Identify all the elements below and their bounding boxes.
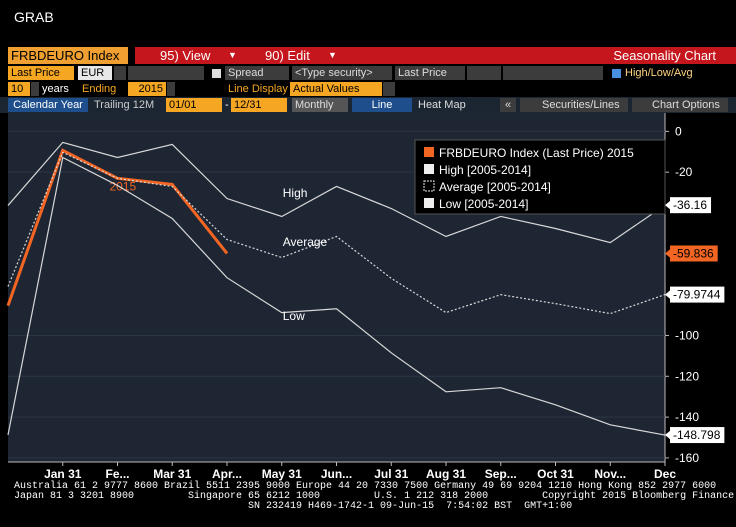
last-value-label: -36.16: [673, 198, 707, 212]
display-value[interactable]: Actual Values: [290, 82, 382, 96]
y-tick-label: 0: [675, 124, 682, 138]
chart: 0 -20 -100 -120 -140 -160 Jan 31 Fe... Mar 31 Apr…: [6, 113, 736, 481]
empty-field[interactable]: [128, 66, 204, 80]
x-tick-label: Apr...: [212, 467, 242, 481]
to-date[interactable]: 12/31: [231, 98, 287, 112]
dropdown[interactable]: [114, 66, 126, 80]
last-value-box: [670, 245, 718, 262]
y-tick-label: -120: [675, 369, 699, 383]
spinner[interactable]: [167, 82, 175, 96]
empty-field[interactable]: [503, 66, 603, 80]
high-low-avg[interactable]: High/Low/Avg: [625, 67, 693, 79]
x-tick-label: Jun...: [321, 467, 352, 481]
legend-label: FRBDEURO Index (Last Price) 2015: [439, 146, 634, 160]
series-line: [7, 141, 666, 244]
x-tick-label: May 31: [262, 467, 302, 481]
view-menu[interactable]: 95) View: [160, 48, 211, 63]
series-line: [7, 151, 666, 315]
y-tick-label: -140: [675, 410, 699, 424]
ending-input[interactable]: 2015: [128, 82, 166, 96]
x-tick-label: Aug 31: [426, 467, 466, 481]
last-value-box: [670, 197, 712, 214]
securities-lines[interactable]: Securities/Lines: [520, 98, 628, 112]
last-value-label: -148.798: [673, 428, 721, 442]
series-label: 2015: [110, 179, 137, 193]
menu-bar: [135, 47, 736, 64]
function-name: Seasonality Chart: [613, 48, 716, 63]
y-tick-label: -100: [675, 328, 699, 342]
last-value-tag: -59.836: [665, 245, 718, 262]
line-tab[interactable]: Line: [352, 98, 412, 112]
series-label: High: [283, 186, 308, 200]
legend-swatch: [424, 147, 434, 157]
heatmap-tab[interactable]: Heat Map: [418, 99, 466, 111]
y-tick-label: -20: [675, 165, 693, 179]
empty-field[interactable]: [467, 66, 501, 80]
x-tick-label: Sep...: [485, 467, 517, 481]
from-date[interactable]: 01/01: [166, 98, 222, 112]
legend-label: Low [2005-2014]: [439, 197, 528, 211]
last-value-pointer: [665, 289, 671, 300]
last-value-pointer: [665, 248, 671, 259]
checkbox[interactable]: [212, 69, 221, 78]
dropdown-arrow[interactable]: ▼: [328, 50, 337, 60]
last-value-pointer: [665, 430, 671, 441]
x-tick-label: Mar 31: [153, 467, 191, 481]
series-label: Average: [283, 235, 328, 249]
last-value-tag: -148.798: [665, 427, 725, 444]
footer-line: Japan 81 3 3201 8900 Singapore 65 6212 1…: [14, 491, 736, 502]
ending-label: Ending: [82, 83, 117, 95]
last-value-tag: -36.16: [665, 197, 712, 214]
years-input[interactable]: 10: [8, 82, 30, 96]
x-tick-label: Dec: [654, 467, 676, 481]
edit-menu[interactable]: 90) Edit: [265, 48, 310, 63]
legend-box: [414, 139, 666, 215]
y-tick-label: -160: [675, 451, 699, 465]
last-value-label: -59.836: [673, 246, 714, 260]
date-dash: -: [225, 99, 229, 111]
line-display-label: Line Display: [228, 83, 288, 95]
x-tick-label: Jan 31: [44, 467, 82, 481]
last-value-label: -79.9744: [673, 288, 721, 302]
last-value-box: [670, 427, 725, 444]
legend-swatch: [424, 198, 434, 208]
last-value-pointer: [665, 200, 671, 211]
calendar-year[interactable]: Calendar Year: [8, 98, 88, 112]
footer-line: Australia 61 2 9777 8600 Brazil 5511 239…: [14, 481, 717, 492]
spread[interactable]: Spread: [225, 66, 289, 80]
period[interactable]: Monthly: [292, 98, 348, 112]
series-label: Low: [283, 309, 305, 323]
field[interactable]: Last Price: [8, 66, 74, 80]
chart-options[interactable]: Chart Options: [632, 98, 728, 112]
ticker[interactable]: FRBDEURO Index: [8, 47, 128, 64]
x-tick-label: Nov...: [594, 467, 626, 481]
x-tick-label: Jul 31: [374, 467, 408, 481]
spinner[interactable]: [31, 82, 39, 96]
footer-line: SN 232419 H469-1742-1 09-Jun-15 7:54:02 …: [14, 501, 573, 512]
series-line: [7, 156, 666, 436]
last-value-tag: -79.9744: [665, 286, 725, 303]
trailing[interactable]: Trailing 12M: [94, 99, 155, 111]
legend-swatch: [424, 164, 434, 174]
last-value-box: [670, 286, 725, 303]
legend: FRBDEURO Index (Last Price) 2015 High [20…: [414, 139, 666, 215]
x-tick-label: Fe...: [105, 467, 129, 481]
window-title: GRAB: [14, 9, 54, 25]
checkbox[interactable]: [612, 69, 621, 78]
collapse[interactable]: «: [500, 98, 516, 112]
legend-label: Average [2005-2014]: [439, 180, 551, 194]
legend-label: High [2005-2014]: [439, 163, 531, 177]
legend-swatch: [423, 180, 435, 192]
security-input[interactable]: <Type security>: [292, 66, 392, 80]
field2[interactable]: Last Price: [395, 66, 465, 80]
dropdown[interactable]: [383, 82, 395, 96]
dropdown-arrow[interactable]: ▼: [228, 50, 237, 60]
x-tick-label: Oct 31: [537, 467, 574, 481]
currency[interactable]: EUR: [78, 66, 112, 80]
years-label: years: [42, 83, 69, 95]
